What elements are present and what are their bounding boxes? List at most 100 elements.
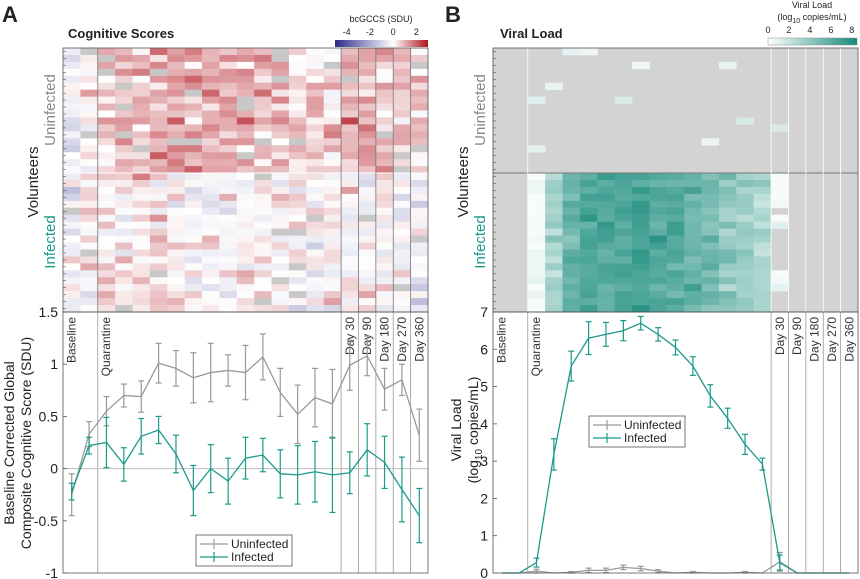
heatmap-cell	[375, 284, 394, 292]
series-line	[501, 561, 850, 574]
y-tick-label: -0.5	[34, 513, 58, 529]
heatmap-cell	[236, 180, 255, 188]
heatmap-cell	[236, 82, 255, 90]
heatmap-cell	[579, 291, 598, 299]
heatmap-cell	[614, 96, 633, 104]
heatmap-cell	[701, 138, 720, 146]
heatmap-cell	[410, 180, 429, 188]
heatmap-cell	[254, 214, 272, 222]
heatmap-cell	[393, 89, 411, 97]
heatmap-cell	[236, 221, 255, 229]
series-infected	[501, 315, 850, 574]
heatmap-cell	[63, 96, 81, 104]
heatmap-cell	[579, 193, 598, 202]
heatmap-b-group-infected: Infected	[472, 215, 489, 268]
heatmap-cell	[393, 152, 411, 160]
heatmap-cell	[375, 117, 394, 125]
heatmap-cell	[393, 131, 411, 139]
heatmap-cell	[132, 96, 151, 104]
heatmap-cell	[341, 75, 359, 84]
heatmap-cell	[236, 200, 255, 209]
heatmap-cell	[254, 235, 272, 243]
heatmap-cell	[393, 249, 411, 257]
heatmap-cell	[219, 186, 238, 195]
heatmap-cell	[410, 96, 429, 104]
heatmap-cell	[288, 298, 307, 306]
heatmap-cell	[410, 152, 429, 160]
heatmap-cell	[527, 180, 546, 188]
heatmap-cell	[288, 228, 307, 236]
heatmap-cell	[167, 242, 185, 250]
line-b-ylabel-line1: Viral Load	[448, 399, 464, 462]
heatmap-cell	[271, 249, 290, 257]
colorbar-b-title-line2: (log10 copies/mL)	[777, 12, 846, 25]
series-uninfected	[501, 551, 850, 574]
heatmap-cell	[306, 75, 325, 84]
heatmap-cell	[323, 193, 342, 202]
heatmap-cell	[736, 214, 755, 222]
heatmap-cell	[614, 173, 633, 181]
heatmap-cell	[323, 159, 342, 167]
heatmap-cell	[358, 159, 377, 167]
heatmap-cell	[184, 75, 203, 84]
heatmap-cell	[341, 249, 359, 257]
heatmap-cell	[149, 193, 168, 202]
heatmap-cell	[288, 48, 307, 56]
heatmap-cell	[393, 68, 411, 77]
heatmap-cell	[167, 305, 185, 313]
heatmap-cell	[341, 270, 359, 278]
heatmap-a-group-infected: Infected	[42, 215, 59, 268]
heatmap-cell	[718, 228, 737, 236]
heatmap-cell	[597, 249, 615, 257]
heatmap-cell	[597, 270, 615, 278]
heatmap-cell	[80, 173, 99, 181]
heatmap-cell	[184, 61, 203, 70]
heatmap-cell	[666, 214, 685, 222]
heatmap-cell	[219, 235, 238, 243]
heatmap-cell	[341, 291, 359, 299]
heatmap-cell	[271, 284, 290, 292]
heatmap-cell	[80, 117, 99, 125]
heatmap-cell	[562, 228, 581, 236]
heatmap-cell	[649, 256, 668, 264]
heatmap-cell	[597, 200, 615, 209]
heatmap-cell	[358, 96, 377, 104]
heatmap-cell	[132, 298, 151, 306]
heatmap-cell	[236, 75, 255, 84]
heatmap-cell	[614, 270, 633, 278]
heatmap-cell	[97, 145, 116, 153]
heatmap-cell	[323, 298, 342, 306]
colorbar-tick-label: -4	[343, 27, 351, 37]
heatmap-cell	[375, 152, 394, 160]
heatmap-cell	[271, 228, 290, 236]
heatmap-cell	[202, 291, 220, 299]
heatmap-cell	[271, 277, 290, 285]
heatmap-cell	[254, 145, 272, 153]
heatmap-cell	[63, 207, 81, 216]
heatmap-cell	[701, 256, 720, 264]
heatmap-cell	[254, 200, 272, 209]
heatmap-cell	[219, 152, 238, 160]
event-label: Quarantine	[529, 317, 543, 377]
heatmap-cell	[341, 228, 359, 236]
heatmap-cell	[358, 284, 377, 292]
heatmap-cell	[375, 298, 394, 306]
heatmap-cell	[649, 221, 668, 229]
heatmap-cell	[632, 284, 650, 292]
heatmap-cell	[718, 207, 737, 216]
heatmap-cell	[167, 131, 185, 139]
heatmap-cell	[527, 263, 546, 271]
heatmap-cell	[632, 200, 650, 209]
heatmap-cell	[132, 235, 151, 243]
heatmap-cell	[236, 173, 255, 181]
heatmap-cell	[288, 207, 307, 216]
heatmap-cell	[254, 54, 272, 63]
heatmap-cell	[271, 263, 290, 271]
heatmap-cell	[323, 124, 342, 132]
heatmap-cell	[632, 180, 650, 188]
heatmap-cell	[167, 284, 185, 292]
heatmap-cell	[271, 186, 290, 195]
heatmap-cell	[202, 284, 220, 292]
heatmap-cell	[666, 186, 685, 195]
heatmap-cell	[202, 200, 220, 209]
